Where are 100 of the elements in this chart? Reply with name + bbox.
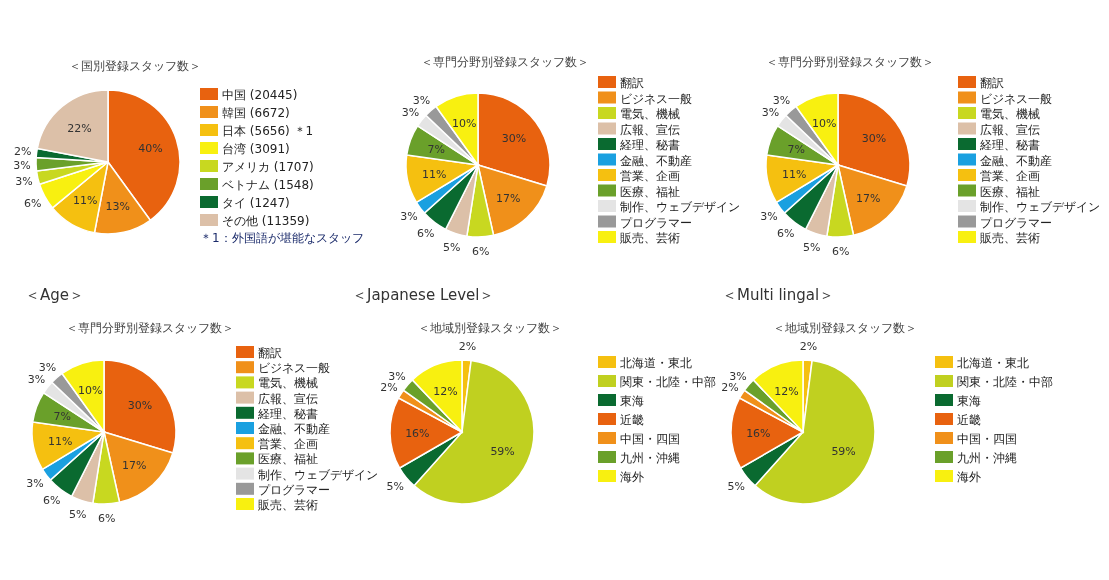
data-label: 6% <box>831 244 850 258</box>
data-label: 12% <box>433 384 458 398</box>
text: ＊1：外国語が堪能なスタッフ <box>200 231 364 245</box>
legend-label: 金融、不動産 <box>258 422 330 436</box>
legend-label: 販売、芸術 <box>258 498 318 512</box>
legend-label: 日本 (5656) ＊1 <box>222 124 314 138</box>
data-label: 6% <box>777 227 795 241</box>
legend-label: 中国 (20445) <box>222 88 298 102</box>
legend-label: 海外 <box>620 470 644 484</box>
legend-label: 広報、宣伝 <box>620 122 680 137</box>
legend-label: 九州・沖縄 <box>957 451 1017 465</box>
data-label: 40% <box>138 142 163 156</box>
data-label: 2% <box>799 340 818 354</box>
legend-label: ビジネス一般 <box>620 91 692 106</box>
chart-title: ＜国別登録スタッフ数＞ <box>69 59 201 73</box>
chart-subtitle: ＜専門分野別登録スタッフ数＞ <box>66 321 234 335</box>
data-label: 3% <box>26 477 44 491</box>
legend-label: 翻訳 <box>620 76 644 90</box>
legend-label: 医療、福祉 <box>980 184 1040 199</box>
legend-label: 制作、ウェブデザイン <box>620 200 740 214</box>
data-label: 59% <box>490 444 515 458</box>
data-label: 2% <box>721 380 739 394</box>
data-label: 6% <box>43 494 61 508</box>
data-label: 2% <box>380 380 398 394</box>
data-label: 6% <box>97 511 116 525</box>
legend-label: 営業、企画 <box>980 169 1040 183</box>
legend-label: 営業、企画 <box>258 437 318 452</box>
data-label: 3% <box>401 105 420 119</box>
legend-label: 東海 <box>620 394 644 408</box>
legend-label: 台湾 (3091) <box>222 142 290 156</box>
legend-label: 広報、宣伝 <box>258 391 318 406</box>
chart-subtitle: ＜地域別登録スタッフ数＞ <box>773 321 917 335</box>
legend-label: 販売、芸術 <box>980 231 1040 245</box>
data-label: 2% <box>13 145 32 159</box>
data-label: 3% <box>729 369 747 383</box>
chart-title: ＜Multi lingal＞ <box>722 286 835 304</box>
legend-label: 関東・北陸・中部 <box>620 375 716 389</box>
legend-label: 経理、秘書 <box>619 138 680 152</box>
legend-label: 東海 <box>957 394 981 408</box>
data-label: 11% <box>73 194 98 208</box>
data-label: 10% <box>452 116 477 130</box>
chart-title: ＜Age＞ <box>25 286 85 304</box>
data-label: 3% <box>760 210 778 224</box>
legend-label: 近畿 <box>620 413 644 427</box>
legend-label: 中国・四国 <box>620 432 680 446</box>
data-label: 3% <box>772 94 791 108</box>
data-label: 2% <box>458 340 477 354</box>
data-label: 3% <box>27 372 46 386</box>
data-label: 7% <box>427 143 445 157</box>
data-label: 17% <box>496 191 521 205</box>
legend-label: 経理、秘書 <box>257 406 318 421</box>
data-label: 5% <box>442 240 461 254</box>
data-label: 3% <box>13 158 31 172</box>
data-label: 16% <box>405 426 430 440</box>
legend-label: ビジネス一般 <box>980 91 1052 106</box>
data-label: 6% <box>471 244 490 258</box>
data-label: 5% <box>68 507 87 521</box>
legend-label: プログラマー <box>258 482 330 497</box>
data-label: 3% <box>400 210 418 224</box>
chart-subtitle: ＜地域別登録スタッフ数＞ <box>418 321 562 335</box>
data-label: 5% <box>802 240 821 254</box>
data-label: 10% <box>812 116 837 130</box>
legend-label: 経理、秘書 <box>979 138 1040 152</box>
data-label: 22% <box>67 121 92 135</box>
chart-title: ＜専門分野別登録スタッフ数＞ <box>766 55 934 69</box>
data-label: 30% <box>127 399 153 413</box>
data-label: 5% <box>727 480 745 494</box>
data-label: 30% <box>861 132 887 146</box>
data-label: 3% <box>761 105 780 119</box>
data-label: 30% <box>501 132 527 146</box>
data-label: 3% <box>15 174 33 188</box>
legend-label: 広報、宣伝 <box>980 122 1040 137</box>
legend-label: 中国・四国 <box>957 432 1017 446</box>
legend-label: プログラマー <box>620 215 692 230</box>
legend-label: 関東・北陸・中部 <box>957 375 1053 389</box>
legend-label: 制作、ウェブデザイン <box>980 200 1100 214</box>
data-label: 3% <box>38 361 57 375</box>
data-label: 3% <box>388 369 406 383</box>
legend-label: 翻訳 <box>258 346 282 360</box>
legend-label: 九州・沖縄 <box>620 451 680 465</box>
data-label: 3% <box>412 94 431 108</box>
data-label: 59% <box>831 444 856 458</box>
legend-label: ビジネス一般 <box>258 361 330 376</box>
data-label: 6% <box>23 197 42 211</box>
data-label: 6% <box>417 227 435 241</box>
legend-label: 制作、ウェブデザイン <box>258 467 378 482</box>
data-label: 17% <box>122 458 147 472</box>
data-label: 11% <box>782 167 807 181</box>
data-label: 12% <box>774 384 799 398</box>
data-label: 16% <box>746 426 771 440</box>
data-label: 7% <box>53 410 71 424</box>
data-label: 10% <box>78 383 103 397</box>
legend-label: 海外 <box>957 470 981 484</box>
data-label: 11% <box>48 434 73 448</box>
legend-label: プログラマー <box>980 215 1052 230</box>
legend-label: その他 (11359) <box>222 214 310 228</box>
legend-label: 韓国 (6672) <box>222 106 290 120</box>
chart-title: ＜Japanese Level＞ <box>352 286 495 304</box>
legend-label: 翻訳 <box>980 76 1004 90</box>
legend-label: 営業、企画 <box>620 169 680 183</box>
